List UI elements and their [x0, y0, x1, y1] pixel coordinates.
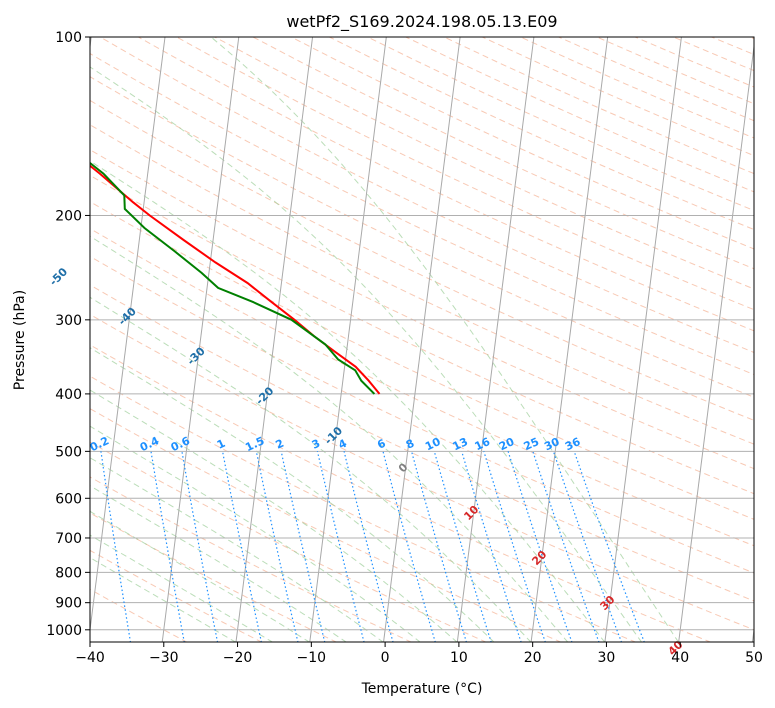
dry-adiabat — [90, 149, 754, 470]
dry-adiabat — [90, 228, 754, 547]
moist-adiabat — [90, 557, 237, 642]
moist-adiabat — [90, 534, 274, 642]
x-tick-label: 20 — [524, 650, 542, 666]
x-axis-label: Temperature (°C) — [361, 681, 483, 697]
mixing-ratio-line — [222, 451, 262, 642]
mixing-ratio-line — [483, 451, 546, 642]
mixing-ratio-label: 10 — [423, 435, 443, 453]
dry-adiabat — [176, 37, 754, 311]
y-tick-label: 1000 — [46, 623, 82, 639]
isotherm-line — [383, 37, 461, 642]
y-tick-label: 700 — [55, 531, 82, 547]
isotherm-line — [309, 37, 387, 642]
x-tick-label: −40 — [75, 650, 105, 666]
isotherm-line — [161, 37, 240, 642]
moist-adiabat — [90, 457, 384, 642]
dry-adiabat — [90, 549, 263, 642]
mixing-ratio-line — [255, 451, 299, 642]
dry-adiabat — [90, 375, 637, 642]
x-tick-label: 0 — [381, 650, 390, 666]
dry-adiabat — [90, 201, 754, 520]
mixing-ratio-line — [461, 451, 522, 642]
x-tick-label: 40 — [671, 650, 689, 666]
y-tick-label: 100 — [55, 30, 82, 46]
dry-adiabat — [90, 124, 754, 445]
dry-adiabat — [90, 408, 562, 642]
mixing-ratio-label: 20 — [497, 435, 517, 453]
mixing-ratio-label: 30 — [542, 435, 562, 453]
mixing-ratio-line — [382, 451, 436, 642]
isotherm-line — [530, 37, 609, 642]
y-tick-label: 300 — [55, 313, 82, 329]
moist-adiabat — [90, 389, 458, 642]
profile-series — [90, 161, 381, 395]
moist-adiabat — [90, 160, 606, 642]
mixing-ratio-label: 36 — [563, 435, 583, 453]
x-tick-label: 50 — [745, 650, 763, 666]
isotherm-line — [456, 37, 535, 642]
dewpoint-profile-line — [90, 161, 376, 395]
mixing-ratio-line — [552, 451, 623, 642]
moist-adiabat — [210, 37, 679, 642]
chart-title: wetPf2_S169.2024.198.05.13.E09 — [286, 12, 557, 32]
isotherm-line — [751, 625, 754, 642]
x-tick-label: 10 — [450, 650, 468, 666]
mixing-ratio-line — [280, 451, 326, 642]
dry-adiabat — [90, 284, 754, 602]
plot-frame — [89, 36, 755, 643]
isotherm-label: -50 — [47, 265, 70, 288]
mixing-ratio-line — [573, 451, 645, 642]
dry-adiabat — [90, 441, 487, 642]
mixing-ratio-line — [532, 451, 600, 642]
y-tick-label: 900 — [55, 596, 82, 612]
isotherm-line — [90, 37, 166, 634]
mixing-ratio-label: 13 — [451, 435, 470, 453]
isotherm-line — [235, 37, 314, 642]
moist-adiabat — [90, 296, 532, 642]
isotherm-label: -60 — [0, 225, 2, 248]
background-lines — [90, 37, 754, 642]
moist-adiabat — [90, 347, 495, 642]
isotherm-line — [604, 37, 682, 642]
y-tick-label: 400 — [55, 387, 82, 403]
mixing-ratio-line — [316, 451, 365, 642]
y-axis: 100 200 300 400 500 600 700 800 900 1000 — [46, 30, 90, 639]
dry-adiabat — [90, 313, 754, 631]
mixing-ratio-line — [411, 451, 468, 642]
temperature-profile-line — [90, 164, 381, 395]
y-tick-label: 200 — [55, 208, 82, 224]
mixing-ratio-line — [343, 451, 394, 642]
mixing-ratio-line — [433, 451, 492, 642]
x-axis: −40 −30 −20 −10 0 10 20 30 40 50 — [75, 642, 763, 666]
x-tick-label: 30 — [598, 650, 616, 666]
moist-adiabat — [90, 235, 569, 642]
x-tick-label: −30 — [149, 650, 179, 666]
y-tick-label: 600 — [55, 491, 82, 507]
dry-adiabat — [90, 344, 712, 642]
x-tick-label: −10 — [297, 650, 327, 666]
moist-adiabat — [90, 66, 643, 642]
y-tick-label: 800 — [55, 565, 82, 581]
dry-adiabat — [90, 512, 338, 642]
y-axis-label: Pressure (hPa) — [12, 290, 28, 390]
mixing-ratio-label: 16 — [473, 435, 493, 453]
mixing-ratio-line — [507, 451, 573, 642]
isotherm-line — [678, 42, 754, 642]
mixing-ratio-label: 25 — [522, 435, 541, 453]
y-tick-label: 500 — [55, 444, 82, 460]
x-tick-label: −20 — [223, 650, 253, 666]
dry-adiabat — [90, 76, 754, 398]
dry-adiabat — [90, 53, 754, 376]
mixing-ratio-line — [181, 451, 219, 642]
